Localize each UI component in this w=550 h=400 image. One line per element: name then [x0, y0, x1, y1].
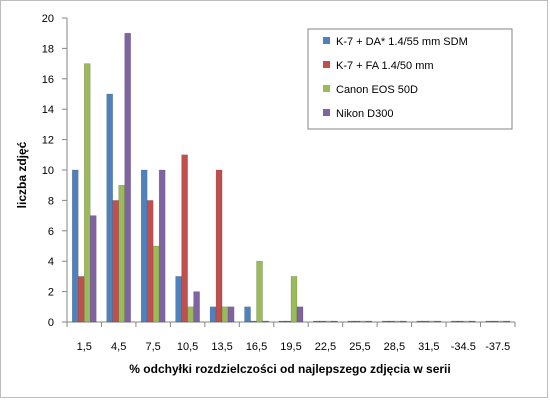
x-tick-label: 13,5 — [211, 341, 232, 353]
bar — [491, 320, 499, 323]
bar — [485, 320, 493, 323]
bar — [89, 215, 97, 323]
bar — [118, 184, 125, 323]
bar — [319, 320, 326, 323]
bar — [382, 320, 389, 323]
x-tick-label: -34.5 — [451, 341, 476, 353]
y-tick-label: 2 — [48, 287, 54, 299]
legend-label: K-7 + FA 1.4/50 mm — [336, 60, 434, 72]
bar — [422, 320, 430, 323]
bar — [331, 320, 338, 323]
bar — [262, 320, 269, 323]
y-tick-label: 14 — [42, 104, 54, 116]
x-tick-label: 19,5 — [280, 341, 301, 353]
legend-box — [307, 28, 513, 130]
bar — [193, 291, 200, 323]
tick-labels: 0 2 4 6 8 10 12 14 16 18 20 1,5 4,5 7,5 10,5 13,5 16,5 19… — [42, 13, 511, 353]
legend-swatch — [323, 109, 330, 116]
y-tick-label: 0 — [48, 317, 54, 329]
bar — [290, 276, 298, 323]
bar — [152, 245, 160, 323]
x-tick-label: 22,5 — [315, 341, 336, 353]
bar — [347, 320, 355, 323]
bar — [359, 320, 367, 323]
bar — [353, 320, 361, 323]
bar — [187, 306, 194, 323]
bar — [158, 169, 166, 323]
bar — [416, 320, 424, 323]
bar — [146, 200, 154, 323]
legend-swatch — [323, 37, 330, 44]
legend-label: Canon EOS 50D — [336, 84, 418, 96]
bar — [400, 320, 407, 323]
bar — [469, 320, 476, 323]
bar — [296, 306, 304, 323]
bar — [221, 306, 229, 323]
y-tick-label: 12 — [42, 135, 54, 147]
bar — [71, 169, 79, 323]
bar — [284, 320, 292, 323]
bar — [503, 320, 511, 323]
bar — [313, 320, 320, 323]
legend-label: Nikon D300 — [336, 108, 393, 120]
bar — [278, 320, 286, 323]
bar — [428, 320, 436, 323]
bar — [394, 320, 401, 323]
y-axis-title: liczba zdjęć — [15, 141, 29, 208]
y-tick-label: 6 — [48, 226, 54, 238]
bar — [227, 306, 235, 323]
y-tick-label: 20 — [42, 13, 54, 25]
bar — [463, 320, 470, 323]
bar — [124, 32, 131, 323]
bar — [451, 320, 458, 323]
bar — [106, 93, 113, 323]
legend-label: K-7 + DA* 1.4/55 mm SDM — [336, 36, 468, 48]
x-tick-label: -37.5 — [485, 341, 510, 353]
bar — [209, 306, 217, 323]
x-tick-label: 28,5 — [384, 341, 405, 353]
y-tick-label: 10 — [42, 165, 54, 177]
y-tick-label: 18 — [42, 43, 54, 55]
bar — [112, 200, 119, 323]
y-tick-label: 8 — [48, 195, 54, 207]
bar — [140, 169, 148, 323]
bar — [83, 63, 91, 323]
x-tick-label: 10,5 — [177, 341, 198, 353]
bar — [365, 320, 373, 323]
bars — [71, 32, 511, 323]
bar — [497, 320, 505, 323]
bar — [250, 320, 257, 323]
bar — [244, 306, 251, 323]
x-tick-label: 16,5 — [246, 341, 267, 353]
bar — [175, 276, 182, 323]
y-tick-label: 4 — [48, 256, 54, 268]
bar — [77, 276, 85, 323]
legend-swatch — [323, 61, 330, 68]
bar — [434, 320, 442, 323]
x-tick-label: 4,5 — [111, 341, 126, 353]
x-tick-label: 7,5 — [146, 341, 161, 353]
legend: K-7 + DA* 1.4/55 mm SDM K-7 + FA 1.4/50 m… — [307, 28, 513, 130]
bar — [325, 320, 332, 323]
x-tick-label: 25,5 — [349, 341, 370, 353]
bar — [256, 260, 263, 323]
bar — [215, 169, 223, 323]
x-tick-label: 31,5 — [418, 341, 439, 353]
x-tick-label: 1,5 — [77, 341, 92, 353]
x-axis-title: % odchyłki rozdzielczości od najlepszego… — [129, 362, 450, 376]
y-tick-label: 16 — [42, 74, 54, 86]
legend-swatch — [323, 85, 330, 92]
bar — [388, 320, 395, 323]
bar — [457, 320, 464, 323]
bar — [181, 154, 188, 323]
